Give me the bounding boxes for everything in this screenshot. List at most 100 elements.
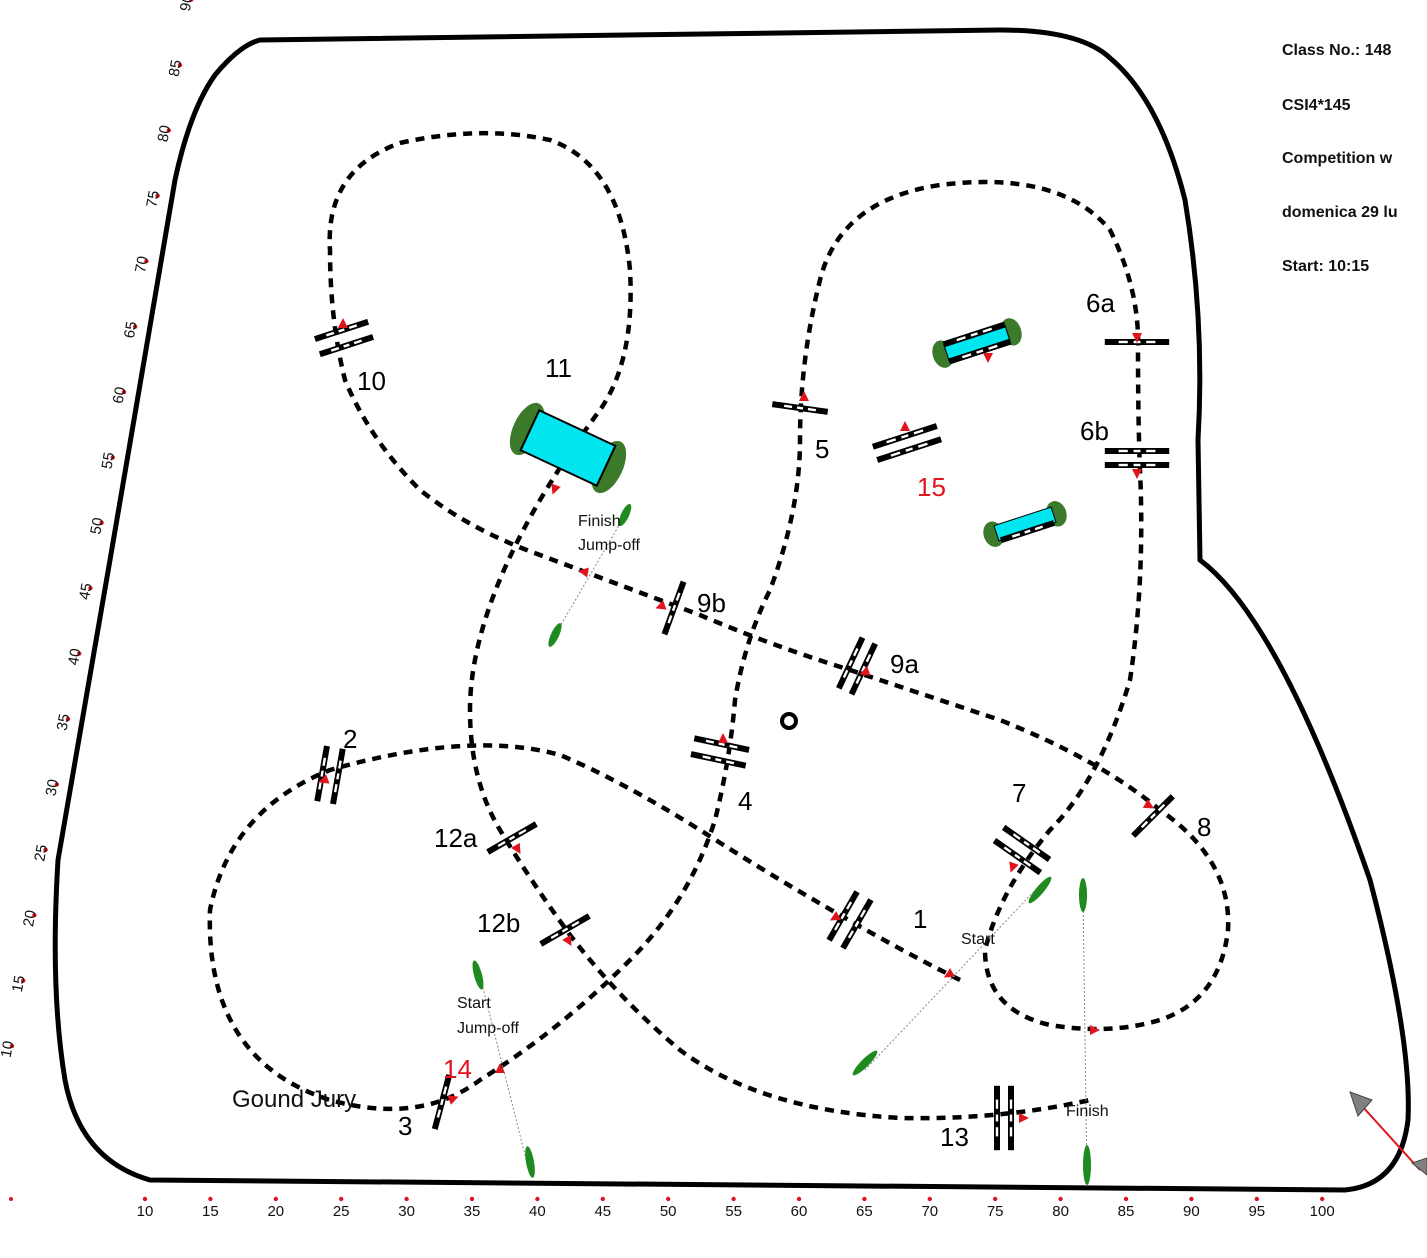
bottom-axis-tick — [1320, 1196, 1325, 1202]
label-6b: 6b — [1080, 416, 1109, 446]
label-9a: 9a — [890, 649, 919, 679]
left-axis-tick — [43, 847, 48, 852]
label-2: 2 — [343, 724, 357, 754]
water-obstacle-upper — [932, 318, 1022, 368]
label-9b: 9b — [697, 588, 726, 618]
label-12b: 12b — [477, 908, 520, 938]
left-axis-tick — [21, 978, 26, 983]
bottom-axis-tick — [142, 1196, 148, 1202]
left-axis-tick — [99, 520, 104, 525]
bottom-axis-label: 30 — [398, 1203, 415, 1220]
bottom-axis-label: 85 — [1118, 1203, 1135, 1220]
left-axis-tick — [32, 913, 37, 918]
label-13: 13 — [940, 1122, 969, 1152]
left-axis-label: 45 — [76, 582, 96, 601]
obstacle-13 — [994, 1085, 1014, 1151]
label-4: 4 — [738, 786, 752, 816]
bottom-axis-tick — [993, 1196, 998, 1202]
label-5: 5 — [815, 434, 829, 464]
left-axis-tick — [65, 716, 71, 722]
direction-arrows — [316, 318, 1157, 1123]
bottom-axis-tick — [535, 1196, 540, 1202]
left-axis-tick — [133, 324, 138, 329]
start-finish-labels: Start Finish Start Jump-off Finish Jump-… — [457, 513, 1109, 1120]
left-axis-tick — [177, 62, 183, 68]
left-axis-label: 60 — [110, 386, 130, 405]
bottom-axis-tick — [339, 1196, 344, 1202]
bottom-axis-label: 15 — [202, 1203, 219, 1220]
label-11: 11 — [545, 353, 572, 383]
bottom-axis-tick — [469, 1196, 475, 1202]
bottom-axis-tick — [1123, 1196, 1129, 1202]
bottom-axis-tick — [208, 1196, 213, 1202]
left-axis-label: 50 — [87, 516, 107, 535]
finish-label: Finish — [1066, 1103, 1109, 1120]
bottom-axis-tick — [796, 1196, 802, 1202]
left-axis-label: 30 — [43, 778, 63, 797]
flag-markers — [472, 503, 1091, 1185]
left-axis-tick — [121, 389, 127, 395]
label-15: 15 — [917, 472, 946, 502]
label-7: 7 — [1012, 778, 1026, 808]
left-axis-tick — [189, 0, 194, 2]
competition-date: domenica 29 lu — [1282, 204, 1398, 221]
left-axis-tick — [166, 128, 171, 133]
bottom-axis-tick — [600, 1196, 605, 1202]
bottom-axis-tick — [862, 1196, 867, 1202]
finish-jumpoff-label-1: Finish — [578, 513, 621, 530]
bottom-axis-label: 80 — [1052, 1203, 1069, 1220]
left-axis-tick — [88, 586, 93, 591]
water-obstacle-lower — [983, 501, 1067, 547]
left-axis: 10 15 20 25 30 35 40 45 50 55 60 65 70 75 80 85 90 — [0, 0, 197, 1059]
label-1: 1 — [913, 904, 927, 934]
bottom-axis-label: 20 — [267, 1203, 284, 1220]
bottom-axis-label: 40 — [529, 1203, 546, 1220]
obstacle-12a — [486, 821, 538, 855]
left-axis-label: 70 — [132, 255, 152, 274]
bottom-axis-label: 45 — [594, 1203, 611, 1220]
left-axis-label: 10 — [0, 1040, 17, 1059]
obstacle-6b — [1104, 448, 1170, 468]
bottom-axis-label: 95 — [1248, 1203, 1265, 1220]
label-8: 8 — [1197, 812, 1211, 842]
bottom-axis-label: 55 — [725, 1203, 742, 1220]
start-time: Start: 10:15 — [1282, 258, 1370, 275]
ground-jury-label: Gound Jury — [232, 1086, 357, 1113]
left-axis-tick — [77, 651, 82, 656]
bottom-axis-label: 75 — [987, 1203, 1004, 1220]
competition-name: Competition w — [1282, 150, 1393, 167]
label-14: 14 — [443, 1054, 472, 1084]
bottom-axis-label: 35 — [464, 1203, 481, 1220]
obstacle-labels: 1 2 3 4 5 6a 6b 7 8 9a 9b 10 11 12a 12b … — [343, 288, 1211, 1152]
left-axis-label: 25 — [31, 843, 51, 862]
bottom-axis-tick — [1189, 1196, 1194, 1202]
obstacle-9a — [836, 636, 878, 696]
left-axis-label: 85 — [166, 59, 186, 78]
label-10: 10 — [357, 366, 386, 396]
left-axis-tick — [54, 782, 59, 787]
left-axis-label: 35 — [54, 713, 74, 732]
bottom-axis-label: 10 — [137, 1203, 154, 1220]
label-3: 3 — [398, 1111, 412, 1141]
arena-boundary — [52, 27, 1411, 1193]
bottom-axis-label: 70 — [921, 1203, 938, 1220]
bottom-axis-tick — [273, 1196, 278, 1202]
route-path — [207, 130, 1231, 1121]
obstacle-2 — [314, 745, 346, 805]
left-axis-label: 75 — [143, 189, 163, 208]
bottom-axis-label: 50 — [660, 1203, 677, 1220]
event-category: CSI4*145 — [1282, 97, 1351, 114]
left-axis-tick — [110, 455, 116, 460]
left-axis-tick — [9, 1043, 15, 1049]
origin-dot — [9, 1197, 13, 1201]
bottom-axis-label: 90 — [1183, 1203, 1200, 1220]
start-label: Start — [961, 931, 995, 948]
bottom-axis-tick — [731, 1196, 736, 1202]
left-axis-label: 55 — [99, 451, 119, 470]
finish-jumpoff-label-2: Jump-off — [578, 537, 641, 554]
bottom-axis-tick — [1254, 1196, 1260, 1202]
left-axis-tick — [144, 259, 149, 264]
label-12a: 12a — [434, 823, 478, 853]
left-axis-label: 65 — [121, 320, 141, 339]
